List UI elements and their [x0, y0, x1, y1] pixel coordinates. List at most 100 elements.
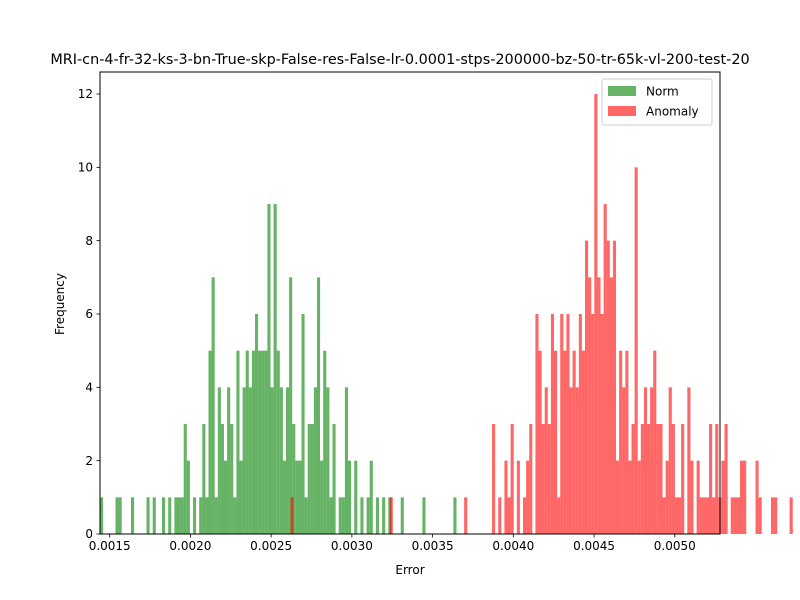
norm-bar [152, 497, 156, 534]
norm-bar [375, 497, 379, 534]
norm-bar [310, 424, 314, 534]
anomaly-bar [643, 387, 648, 534]
anomaly-bar [721, 460, 725, 534]
y-axis: 0 2 4 6 8 10 12 [78, 87, 100, 541]
anomaly-bar [597, 277, 601, 534]
anomaly-bar [578, 314, 582, 534]
norm-bar [289, 277, 293, 534]
anomaly-bar [585, 240, 589, 535]
anomaly-bar [557, 497, 561, 534]
anomaly-bar [535, 314, 539, 534]
anomaly-bar [628, 460, 632, 534]
norm-bar [282, 460, 286, 534]
norm-bar [276, 350, 280, 534]
norm-bar [453, 497, 457, 534]
anomaly-bar [662, 497, 666, 534]
anomaly-bar [575, 387, 579, 534]
anomaly-bar [631, 424, 635, 534]
y-tick-label: 10 [78, 161, 93, 175]
anomaly-bar [733, 497, 737, 534]
norm-bar [301, 314, 305, 534]
anomaly-bar [516, 460, 520, 534]
norm-bar [279, 387, 283, 534]
anomaly-bar [687, 387, 691, 534]
anomaly-bar [668, 387, 672, 534]
norm-bar [400, 497, 404, 534]
anomaly-bar [612, 240, 617, 535]
anomaly-bar [637, 460, 641, 534]
norm-bar [323, 350, 327, 534]
anomaly-series-bars [290, 94, 793, 535]
y-axis-label: Frequency [53, 273, 67, 335]
norm-bar [208, 350, 212, 534]
norm-bar [255, 314, 259, 534]
anomaly-bar [600, 314, 604, 534]
anomaly-bar [712, 497, 716, 534]
anomaly-bar [690, 460, 694, 534]
norm-bar [332, 424, 336, 534]
norm-bar [118, 497, 122, 534]
anomaly-bar [606, 240, 610, 535]
norm-bar [382, 497, 386, 534]
anomaly-bar [771, 497, 775, 534]
anomaly-bar [550, 314, 555, 534]
anomaly-bar [702, 497, 706, 534]
norm-bar [180, 497, 184, 534]
y-tick-label: 4 [85, 381, 93, 395]
anomaly-bar [758, 497, 762, 534]
x-tick-label: 0.0015 [89, 539, 131, 553]
norm-bar [186, 460, 190, 534]
norm-bar [366, 497, 370, 534]
anomaly-bar [609, 277, 613, 534]
anomaly-bar [659, 424, 663, 534]
anomaly-bar [622, 387, 626, 534]
norm-bar [317, 277, 321, 534]
norm-bar [320, 460, 324, 534]
anomaly-bar [538, 350, 542, 534]
norm-bar [146, 497, 150, 534]
norm-bar [239, 460, 243, 534]
norm-bar [292, 424, 296, 534]
norm-bar [338, 497, 342, 534]
anomaly-bar [774, 497, 778, 534]
norm-bar [205, 497, 209, 534]
anomaly-bar [699, 497, 703, 534]
anomaly-bar [492, 424, 496, 534]
norm-bar [227, 387, 231, 534]
anomaly-bar [504, 460, 508, 534]
norm-bar [307, 424, 311, 534]
anomaly-bar [650, 387, 654, 534]
norm-bar [273, 204, 277, 534]
norm-bar [258, 350, 262, 534]
anomaly-bar [389, 497, 393, 534]
anomaly-bar [653, 350, 657, 534]
norm-bar [295, 460, 299, 534]
norm-bar [267, 204, 271, 534]
norm-bar [199, 497, 203, 534]
legend: Norm Anomaly [601, 78, 713, 126]
anomaly-bar [743, 460, 747, 534]
anomaly-bar [569, 387, 573, 534]
norm-bar [202, 424, 206, 534]
anomaly-bar [523, 497, 527, 534]
norm-bar [242, 387, 246, 534]
legend-label-anomaly: Anomaly [646, 105, 699, 119]
anomaly-bar [594, 94, 598, 534]
anomaly-bar [730, 497, 734, 534]
anomaly-bar [789, 497, 793, 534]
norm-bar [230, 424, 234, 534]
norm-bar [100, 497, 104, 534]
anomaly-bar [665, 460, 669, 534]
y-tick-label: 12 [78, 87, 93, 101]
norm-bar [326, 387, 330, 534]
norm-bar [270, 387, 274, 534]
norm-bar [422, 497, 426, 534]
x-tick-label: 0.0020 [169, 539, 211, 553]
norm-bar [369, 460, 373, 534]
norm-series-bars [100, 204, 457, 534]
norm-bar [236, 350, 240, 534]
anomaly-bar [709, 424, 713, 534]
anomaly-bar [625, 350, 629, 534]
anomaly-bar [715, 424, 719, 534]
